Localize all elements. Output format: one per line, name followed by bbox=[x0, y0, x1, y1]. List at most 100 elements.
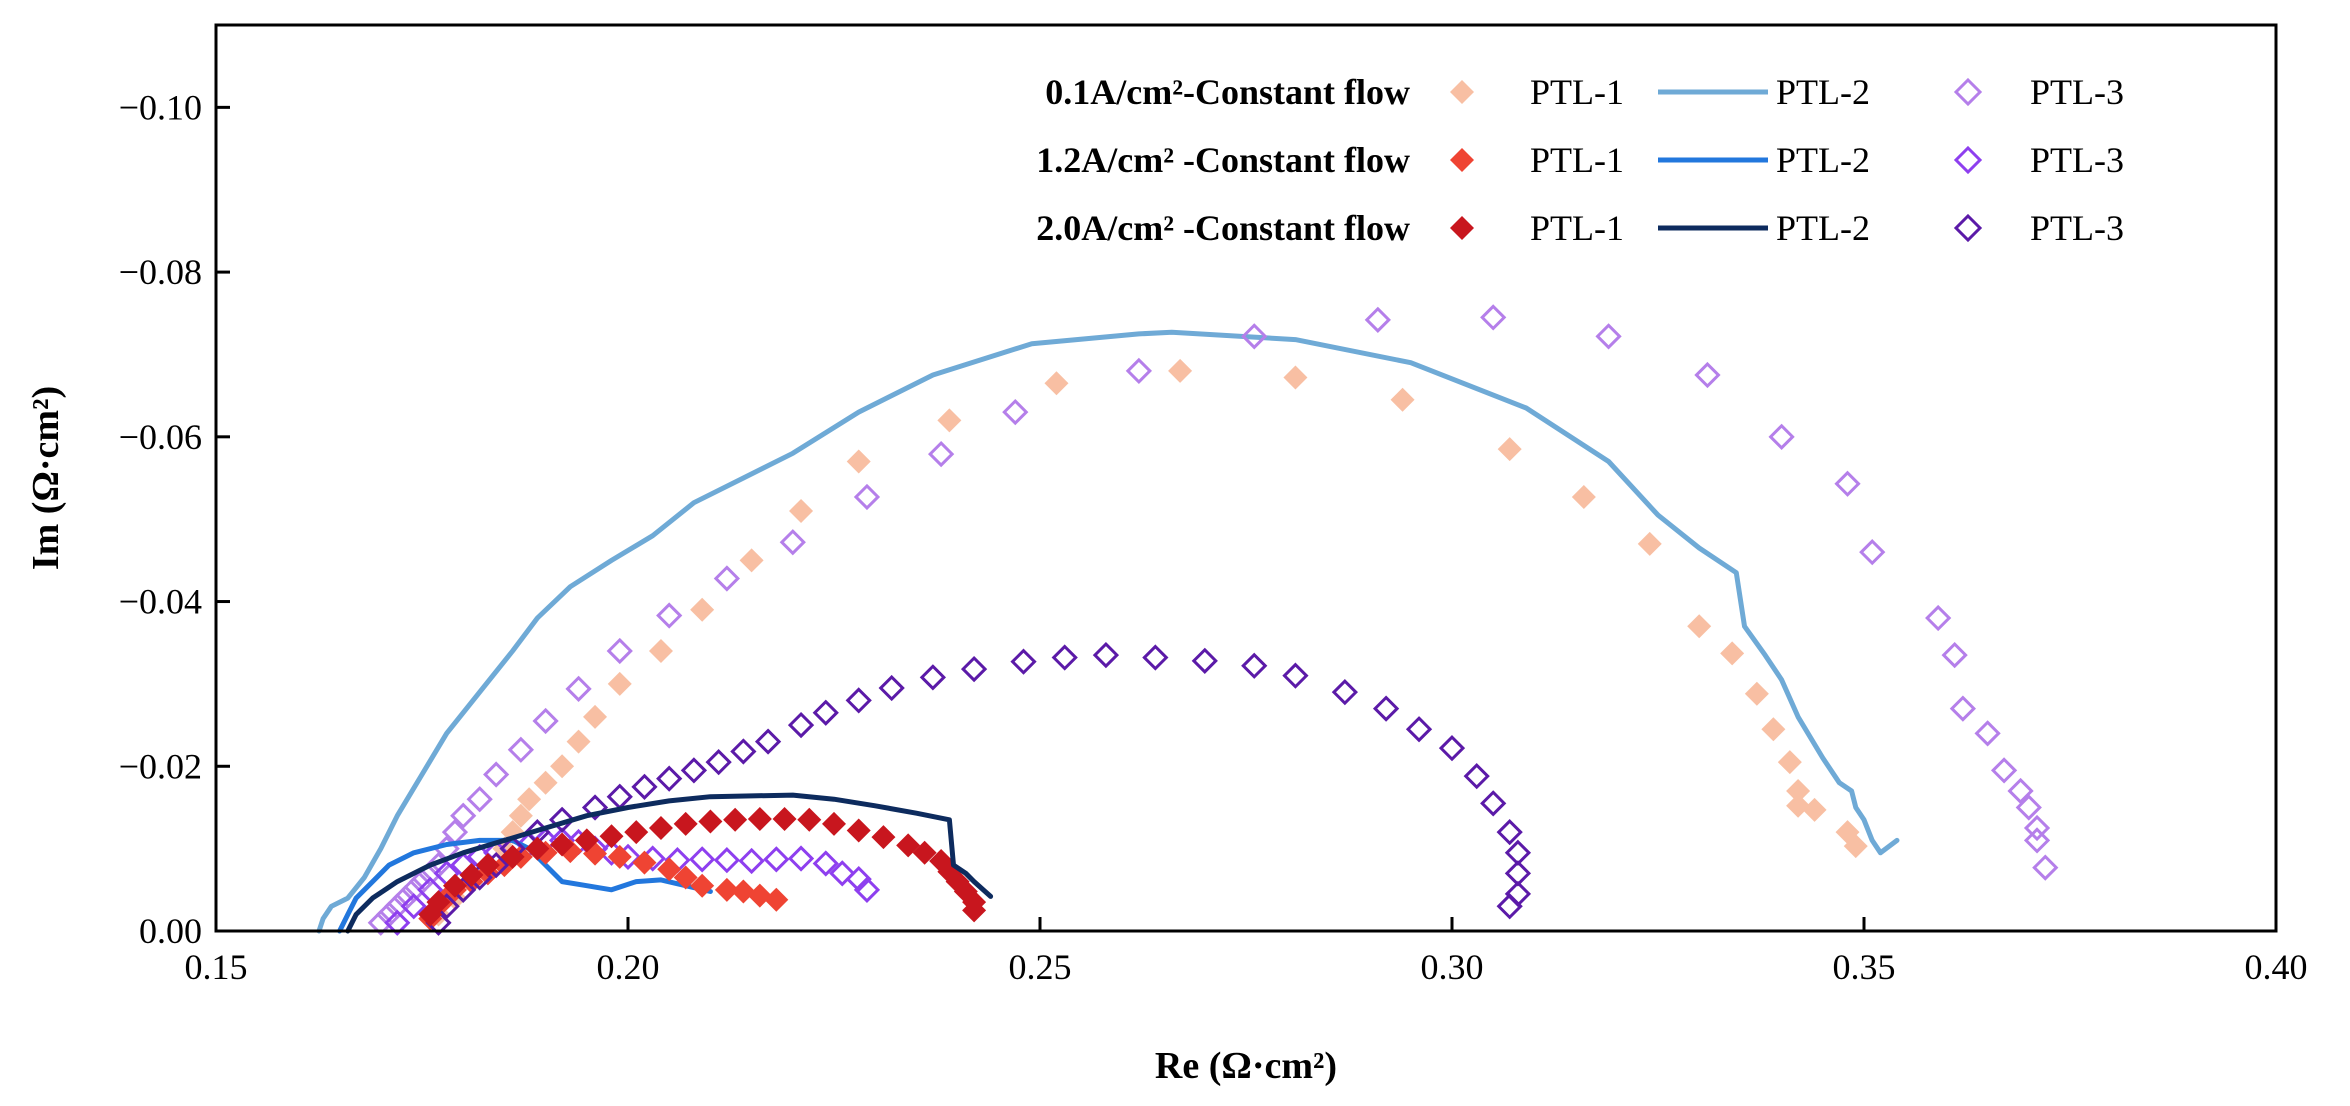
data-point bbox=[912, 840, 937, 865]
data-point bbox=[1282, 662, 1309, 689]
data-point bbox=[797, 807, 822, 832]
data-point bbox=[657, 857, 682, 882]
data-point bbox=[375, 901, 403, 928]
data-point bbox=[1843, 834, 1868, 859]
data-point bbox=[483, 761, 510, 788]
data-point bbox=[1571, 484, 1596, 509]
data-point bbox=[871, 825, 896, 850]
y-tick-label: −0.08 bbox=[119, 252, 202, 292]
y-tick-label: −0.02 bbox=[119, 746, 202, 786]
data-point bbox=[1786, 793, 1811, 818]
data-point bbox=[673, 811, 698, 836]
legend-entry-label: PTL-3 bbox=[2030, 72, 2124, 112]
legend-marker bbox=[1450, 80, 1474, 104]
data-point bbox=[607, 844, 632, 869]
data-point bbox=[747, 883, 772, 908]
data-point bbox=[739, 548, 764, 573]
data-point bbox=[507, 736, 535, 763]
data-point bbox=[2007, 777, 2034, 805]
series-2-0a-cm-ptl-2 bbox=[345, 792, 994, 934]
data-point bbox=[632, 850, 657, 875]
data-point bbox=[937, 408, 962, 433]
data-point bbox=[1372, 695, 1400, 722]
data-point bbox=[730, 738, 757, 765]
data-point bbox=[787, 711, 815, 739]
data-point bbox=[763, 846, 790, 873]
data-point bbox=[846, 449, 871, 474]
data-point bbox=[1497, 437, 1522, 462]
data-point bbox=[690, 597, 715, 622]
data-point bbox=[517, 787, 542, 812]
data-point bbox=[705, 749, 732, 776]
data-point bbox=[673, 865, 698, 890]
data-point bbox=[723, 807, 748, 832]
data-point bbox=[459, 862, 484, 887]
data-point bbox=[400, 893, 427, 920]
y-tick-label: −0.04 bbox=[119, 582, 202, 622]
data-point bbox=[1168, 358, 1193, 383]
data-point bbox=[845, 687, 872, 714]
data-point bbox=[1496, 819, 1523, 846]
series-line bbox=[345, 792, 994, 934]
data-point bbox=[1720, 641, 1745, 666]
data-point bbox=[2023, 827, 2051, 854]
data-point bbox=[1744, 681, 1769, 706]
data-point bbox=[764, 887, 789, 912]
data-point bbox=[1125, 357, 1153, 385]
data-point bbox=[550, 832, 575, 857]
data-point bbox=[606, 637, 633, 665]
data-point bbox=[747, 806, 772, 831]
data-point bbox=[1438, 735, 1466, 762]
data-point bbox=[532, 707, 559, 735]
data-point bbox=[1142, 644, 1169, 671]
data-point bbox=[1364, 306, 1391, 333]
data-point bbox=[772, 806, 797, 831]
data-point bbox=[738, 847, 765, 875]
data-point bbox=[475, 853, 500, 878]
legend-entry-label: PTL-1 bbox=[1530, 140, 1624, 180]
y-axis-label: Im (Ω·cm²) bbox=[25, 386, 67, 570]
series-0-1a-cm-ptl-1 bbox=[426, 358, 1868, 927]
data-point bbox=[426, 890, 451, 915]
plot-frame bbox=[214, 23, 2278, 933]
data-point bbox=[812, 850, 839, 877]
data-point bbox=[1002, 398, 1029, 426]
series-0-1a-cm-ptl-3 bbox=[367, 304, 2059, 936]
data-point bbox=[442, 873, 467, 898]
legend-marker bbox=[1450, 216, 1474, 240]
data-point bbox=[624, 820, 649, 845]
data-point bbox=[846, 818, 871, 843]
data-point bbox=[500, 844, 525, 869]
data-point bbox=[1044, 371, 1069, 396]
data-point bbox=[1595, 323, 1622, 350]
data-point bbox=[548, 806, 576, 833]
data-point bbox=[1949, 695, 1977, 722]
data-point bbox=[853, 483, 881, 511]
series-2-0a-cm-ptl-1 bbox=[418, 806, 987, 927]
data-point bbox=[853, 876, 881, 903]
data-point bbox=[878, 674, 905, 702]
data-point bbox=[1694, 361, 1721, 389]
legend-entry-label: PTL-2 bbox=[1776, 72, 1870, 112]
x-tick-label: 0.15 bbox=[185, 947, 248, 987]
data-point bbox=[565, 675, 592, 702]
data-point bbox=[960, 655, 988, 683]
data-point bbox=[1941, 641, 1968, 669]
data-point bbox=[648, 816, 673, 841]
data-point bbox=[698, 809, 723, 834]
data-point bbox=[2023, 814, 2051, 842]
data-point bbox=[1390, 387, 1415, 412]
data-point bbox=[648, 638, 673, 663]
legend-entry-label: PTL-3 bbox=[2030, 140, 2124, 180]
data-point bbox=[1241, 323, 1268, 350]
data-point bbox=[1463, 763, 1490, 790]
data-point bbox=[566, 729, 591, 754]
legend-row-title: 1.2A/cm² -Constant flow bbox=[1036, 140, 1410, 180]
data-point bbox=[713, 847, 741, 874]
data-point bbox=[574, 828, 599, 853]
x-axis-label: Re (Ω·cm²) bbox=[1155, 1045, 1337, 1087]
data-point bbox=[689, 846, 716, 873]
data-point bbox=[713, 565, 741, 592]
x-tick-label: 0.20 bbox=[597, 947, 660, 987]
data-point bbox=[2015, 794, 2042, 821]
